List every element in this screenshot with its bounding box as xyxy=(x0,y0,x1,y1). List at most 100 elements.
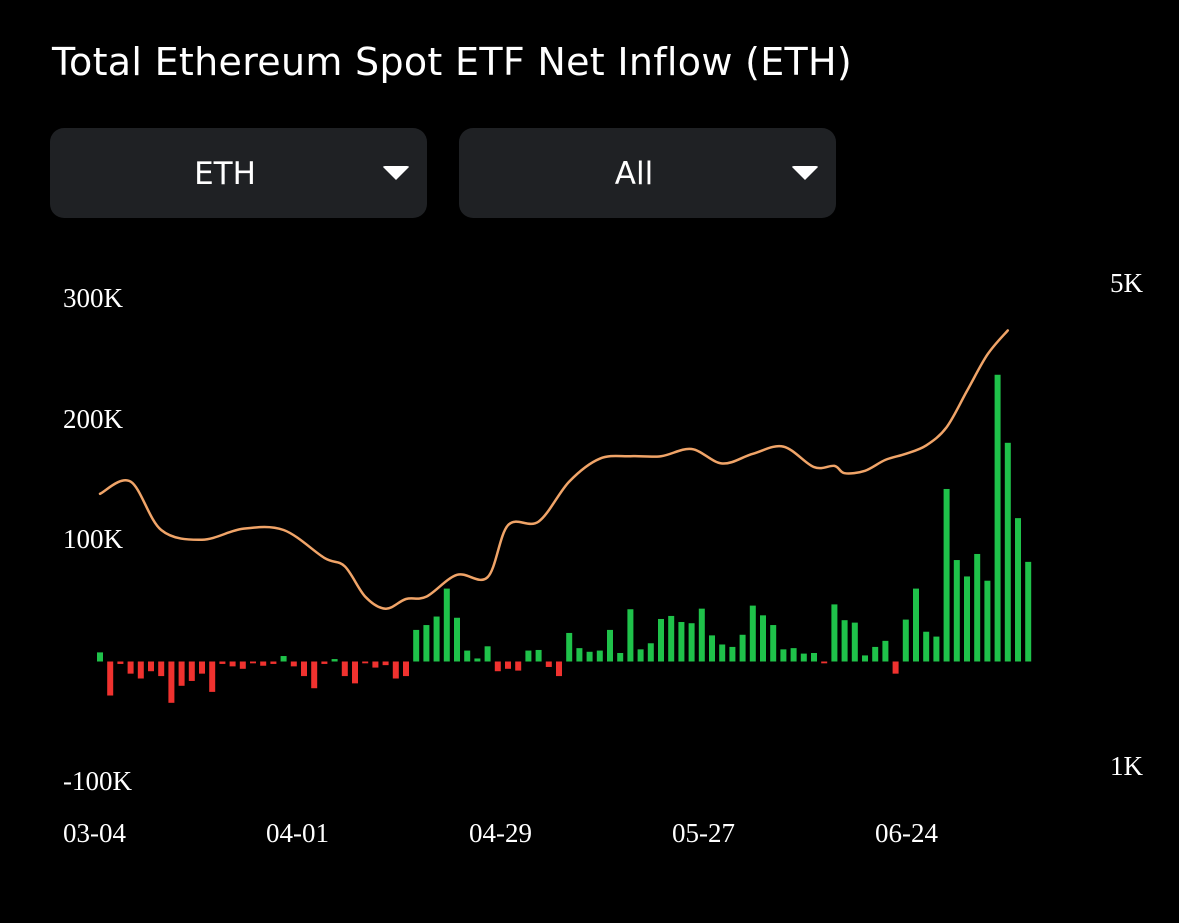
flow-bar xyxy=(505,661,511,669)
flow-bar xyxy=(943,488,950,662)
flow-bar xyxy=(321,661,328,664)
flow-bar xyxy=(484,646,491,662)
flow-bar xyxy=(709,635,715,662)
chart-title: Total Ethereum Spot ETF Net Inflow (ETH) xyxy=(52,40,853,84)
flow-bar xyxy=(311,661,318,689)
flow-bar xyxy=(280,656,287,662)
right-axis-tick: 5K xyxy=(1110,268,1143,298)
x-axis-tick: 06-24 xyxy=(875,818,938,848)
flow-bar xyxy=(913,588,919,662)
flow-bar xyxy=(260,661,267,666)
flow-bar xyxy=(178,661,185,686)
flow-bar xyxy=(739,634,746,662)
flow-bar xyxy=(515,661,522,671)
flow-bar xyxy=(229,661,236,667)
flow-bar xyxy=(331,659,338,662)
flow-bar xyxy=(219,661,226,664)
flow-bar xyxy=(535,649,542,662)
flow-bar xyxy=(831,604,838,662)
flow-bar xyxy=(586,651,593,662)
flow-bar xyxy=(148,661,154,672)
flow-bar xyxy=(352,661,358,684)
flow-bar xyxy=(168,661,175,703)
flow-bar xyxy=(290,661,297,667)
x-axis-tick: 03-04 xyxy=(63,818,126,848)
flow-bar xyxy=(341,661,348,677)
bar-series xyxy=(97,374,1032,703)
flow-bar xyxy=(841,620,848,662)
flow-bar xyxy=(127,661,134,674)
flow-bar xyxy=(749,605,756,662)
flow-bar xyxy=(443,588,450,662)
flow-bar xyxy=(627,609,634,662)
flow-bar xyxy=(403,661,409,677)
flow-bar xyxy=(923,631,930,662)
flow-bar xyxy=(362,661,369,664)
flow-bar xyxy=(678,622,685,662)
flow-bar xyxy=(209,661,216,692)
flow-bar xyxy=(464,650,471,662)
flow-bar xyxy=(607,629,613,662)
flow-bar xyxy=(760,615,766,662)
flow-bar xyxy=(301,661,307,677)
flow-bar xyxy=(576,648,583,662)
flow-bar xyxy=(392,661,399,679)
flow-bar xyxy=(862,655,868,662)
flow-bar xyxy=(117,661,124,664)
flow-bar xyxy=(637,649,644,662)
flow-bar xyxy=(984,580,991,662)
flow-bar xyxy=(596,650,603,662)
flow-bar xyxy=(525,650,532,662)
flow-bar xyxy=(647,643,654,662)
flow-bar xyxy=(566,632,573,662)
flow-bar xyxy=(872,646,879,662)
flow-bar xyxy=(1004,442,1011,662)
left-axis-tick: 200K xyxy=(63,404,123,434)
flow-bar xyxy=(250,661,256,664)
flow-bar xyxy=(811,653,817,662)
flow-bar xyxy=(188,661,195,681)
flow-bar xyxy=(199,661,205,674)
flow-bar xyxy=(882,640,889,662)
flow-bar xyxy=(821,661,828,664)
caret-down-icon xyxy=(382,166,410,180)
flow-bar xyxy=(953,560,960,662)
x-axis-tick: 04-01 xyxy=(266,818,329,848)
flow-bar xyxy=(698,608,705,662)
range-dropdown[interactable]: All xyxy=(459,128,836,218)
flow-bar xyxy=(556,661,562,677)
flow-bar xyxy=(851,622,858,662)
left-axis-tick: 100K xyxy=(63,524,123,554)
flow-bar xyxy=(382,661,389,666)
x-axis-tick: 05-27 xyxy=(672,818,735,848)
flow-bar xyxy=(97,652,103,662)
flow-bar xyxy=(688,623,695,662)
caret-down-icon xyxy=(791,166,819,180)
unit-dropdown-label: ETH xyxy=(194,156,256,192)
price-line xyxy=(98,329,1010,610)
flow-bar xyxy=(1015,518,1021,662)
flow-bar xyxy=(1025,561,1032,662)
flow-bar xyxy=(433,616,440,662)
flow-bar xyxy=(902,619,909,662)
flow-bar xyxy=(270,661,277,664)
flow-bar xyxy=(994,374,1001,662)
flow-bar xyxy=(107,661,114,696)
flow-bar xyxy=(800,653,807,662)
unit-dropdown[interactable]: ETH xyxy=(50,128,427,218)
flow-bar xyxy=(545,661,552,667)
flow-bar xyxy=(474,658,481,662)
x-axis-tick: 04-29 xyxy=(469,818,532,848)
flow-bar xyxy=(770,625,777,662)
flow-bar xyxy=(729,646,736,662)
flow-bar xyxy=(780,649,787,662)
flow-bar xyxy=(658,618,664,662)
flow-bar xyxy=(454,617,460,662)
flow-bar xyxy=(413,629,420,662)
flow-bar xyxy=(933,636,940,662)
flow-bar xyxy=(974,553,981,662)
flow-bar xyxy=(158,661,165,677)
left-axis-tick: 300K xyxy=(63,283,123,313)
flow-bar xyxy=(790,648,797,662)
